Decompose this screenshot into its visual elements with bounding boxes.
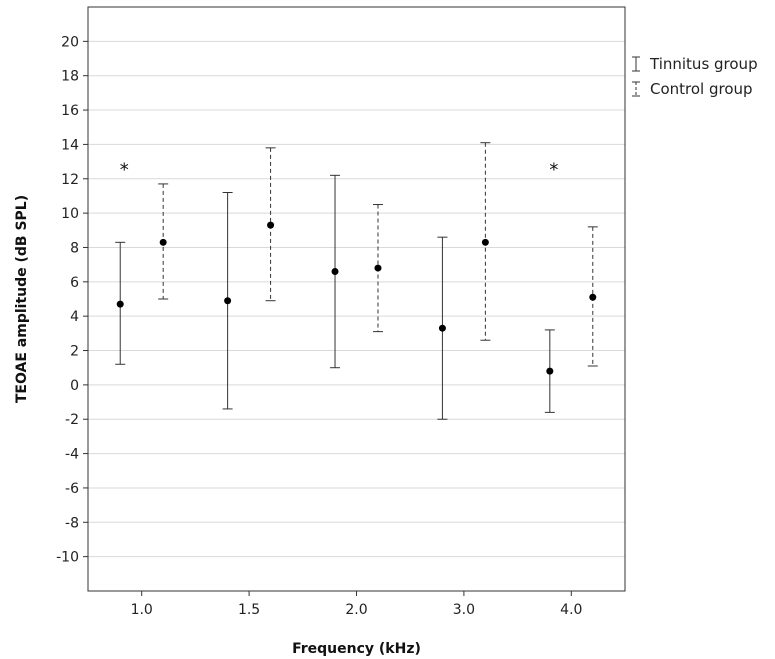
annotations: * * xyxy=(120,159,559,180)
y-tick-label: -10 xyxy=(56,550,79,566)
error-bar-tinnitus xyxy=(330,174,341,369)
x-tick-label: 3.0 xyxy=(453,602,475,618)
gridlines xyxy=(88,40,625,558)
y-tick-label: -6 xyxy=(65,481,79,497)
error-bar-tinnitus xyxy=(544,329,555,413)
y-tick-label: 20 xyxy=(61,34,79,50)
error-bar-control xyxy=(158,183,169,300)
y-tick-label: 8 xyxy=(70,240,79,256)
mean-point xyxy=(116,300,124,308)
y-tick-label: 14 xyxy=(61,137,79,153)
x-axis: 1.0 1.5 2.0 3.0 4.0 xyxy=(131,591,582,618)
legend: Tinnitus group Control group xyxy=(632,55,758,98)
y-tick-label: -4 xyxy=(65,447,79,463)
significance-asterisk: * xyxy=(120,159,129,180)
x-tick-label: 1.0 xyxy=(131,602,153,618)
y-tick-label: 2 xyxy=(70,344,79,360)
y-axis-title: TEOAE amplitude (dB SPL) xyxy=(14,195,30,403)
error-bars xyxy=(115,142,598,420)
error-bar-control xyxy=(587,226,598,367)
legend-label: Control group xyxy=(650,80,753,98)
mean-point xyxy=(159,238,167,246)
mean-point xyxy=(589,293,597,301)
mean-point xyxy=(267,221,275,229)
y-tick-label: 12 xyxy=(61,172,79,188)
error-bar-control xyxy=(480,142,491,341)
x-tick-label: 1.5 xyxy=(238,602,260,618)
mean-point xyxy=(331,268,339,276)
y-axis: -10 -8 -6 -4 -2 0 2 4 6 8 10 12 14 16 18 20 xyxy=(56,34,88,566)
mean-point xyxy=(224,297,232,305)
mean-point xyxy=(546,367,554,375)
mean-point xyxy=(438,324,446,332)
legend-item: Control group xyxy=(632,80,753,98)
y-tick-label: 0 xyxy=(70,378,79,394)
y-tick-label: 18 xyxy=(61,69,79,85)
plot-frame xyxy=(87,6,626,592)
error-bar-tinnitus xyxy=(115,241,126,365)
y-tick-label: 6 xyxy=(70,275,79,291)
mean-point xyxy=(374,264,382,272)
error-bar-control xyxy=(372,204,383,333)
y-tick-label: -8 xyxy=(65,515,79,531)
legend-label: Tinnitus group xyxy=(649,55,758,73)
y-tick-label: 10 xyxy=(61,206,79,222)
y-tick-label: 16 xyxy=(61,103,79,119)
x-tick-label: 2.0 xyxy=(345,602,367,618)
x-tick-label: 4.0 xyxy=(560,602,582,618)
error-bar-tinnitus xyxy=(222,192,233,410)
significance-asterisk: * xyxy=(549,159,558,180)
y-tick-label: 4 xyxy=(70,309,79,325)
mean-point xyxy=(481,238,489,246)
x-axis-title: Frequency (kHz) xyxy=(292,641,421,657)
error-bar-tinnitus xyxy=(437,236,448,420)
error-bar-control xyxy=(265,147,276,302)
legend-item: Tinnitus group xyxy=(632,55,758,73)
y-tick-label: -2 xyxy=(65,412,79,428)
